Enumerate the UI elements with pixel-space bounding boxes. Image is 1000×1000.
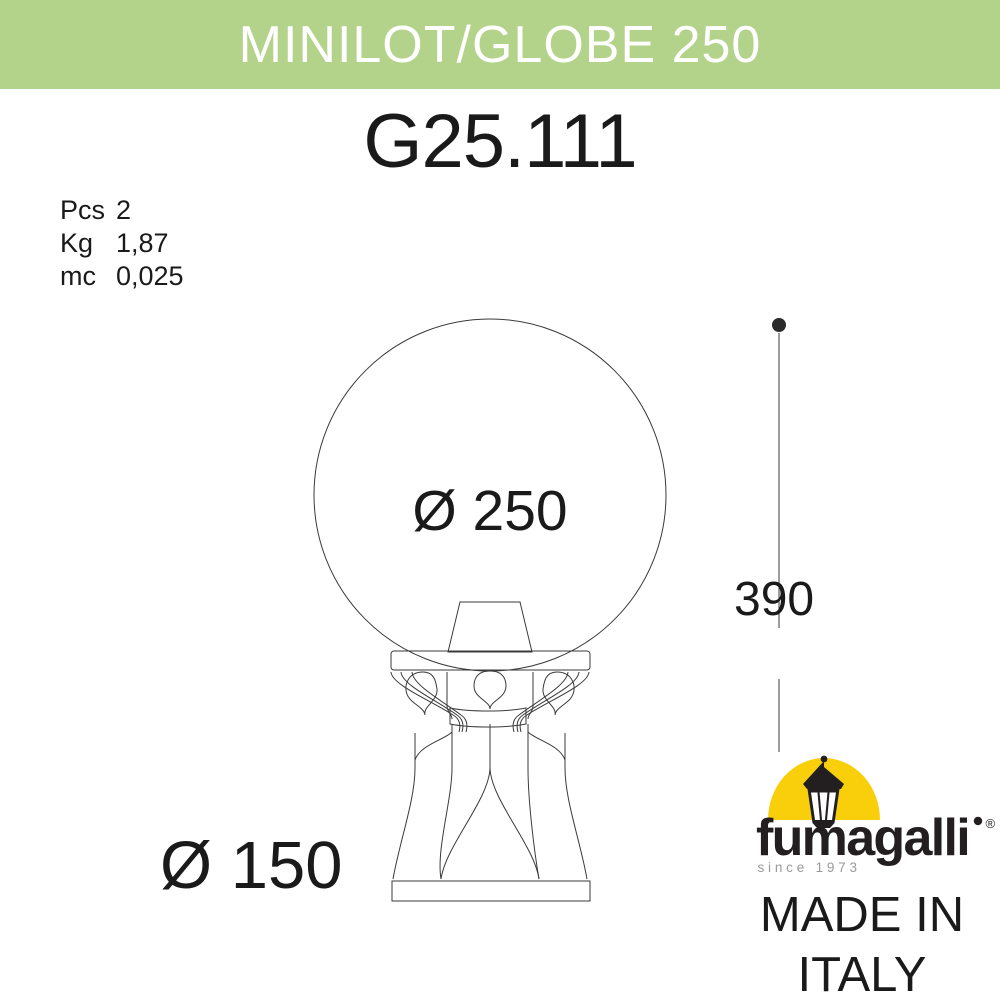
svg-text:®: ® — [986, 816, 996, 831]
svg-text:since 1973: since 1973 — [758, 860, 861, 875]
svg-text:fumagalli: fumagalli — [756, 809, 969, 867]
